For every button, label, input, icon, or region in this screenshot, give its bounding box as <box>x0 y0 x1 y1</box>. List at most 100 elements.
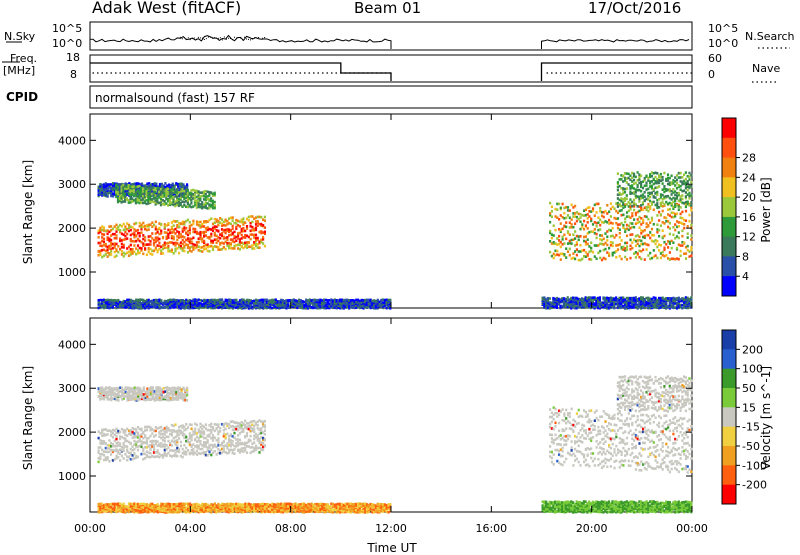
power-cell <box>264 216 266 219</box>
power-cell <box>654 196 656 199</box>
power-cell <box>389 299 391 302</box>
power-cell <box>155 183 157 186</box>
power-cell <box>596 233 598 236</box>
power-cell <box>658 211 660 214</box>
power-cell <box>246 227 248 230</box>
power-cell <box>690 209 692 212</box>
power-cell <box>606 204 608 207</box>
power-cell <box>649 237 651 240</box>
power-cell <box>687 225 689 228</box>
velocity-cell <box>99 446 101 449</box>
power-cell <box>173 224 175 227</box>
power-cell <box>596 237 598 240</box>
power-cell <box>155 191 157 194</box>
velocity-cell <box>126 459 128 462</box>
power-cell <box>637 184 639 187</box>
velocity-cell <box>164 440 166 443</box>
velocity-cell <box>123 449 125 452</box>
velocity-cell <box>157 440 159 443</box>
power-cell <box>637 218 639 221</box>
power-cell <box>569 254 571 257</box>
power-cell <box>610 202 612 205</box>
velocity-cell <box>160 426 162 429</box>
power-cell <box>123 244 125 247</box>
strip-panels <box>2 22 790 108</box>
power-cell <box>681 230 683 233</box>
power-cell <box>189 232 191 235</box>
power-cell <box>264 231 266 234</box>
power-cell <box>115 243 117 246</box>
power-cell <box>631 212 633 215</box>
power-cell <box>232 219 234 222</box>
velocity-cell <box>233 452 235 455</box>
power-cell <box>217 224 219 227</box>
power-cell <box>123 223 125 226</box>
power-cell <box>662 229 664 232</box>
velocity-cell <box>119 459 121 462</box>
power-cell <box>610 215 612 218</box>
power-cell <box>680 250 682 253</box>
power-ytick-label: 4000 <box>58 134 86 147</box>
power-cell <box>624 221 626 224</box>
power-cell <box>149 243 151 246</box>
power-cell <box>642 219 644 222</box>
power-cell <box>660 257 662 260</box>
velocity-cell <box>210 449 212 452</box>
power-cell <box>621 239 623 242</box>
velocity-cell <box>217 423 219 426</box>
power-cell <box>688 197 690 200</box>
power-cell <box>585 235 587 238</box>
power-cell <box>596 225 598 228</box>
power-cell <box>626 187 628 190</box>
velocity-cell <box>140 428 142 431</box>
power-cell <box>687 236 689 239</box>
power-cell <box>160 299 162 302</box>
power-cell <box>667 246 669 249</box>
power-cell <box>248 219 250 222</box>
power-cell <box>189 221 191 224</box>
power-cell <box>560 246 562 249</box>
power-cell <box>669 227 671 230</box>
power-cell <box>560 207 562 210</box>
power-cell <box>210 217 212 220</box>
power-cell <box>681 176 683 179</box>
power-cell <box>604 248 606 251</box>
power-cell <box>644 258 646 261</box>
power-cell <box>676 247 678 250</box>
power-cell <box>563 212 565 215</box>
power-cell <box>635 176 637 179</box>
power-cell <box>242 227 244 230</box>
power-cell <box>672 226 674 229</box>
power-cell <box>651 175 653 178</box>
power-cell <box>646 248 648 251</box>
power-cell <box>688 178 690 181</box>
velocity-cell <box>164 433 166 436</box>
velocity-cell <box>232 440 234 443</box>
power-cell <box>594 214 596 217</box>
power-cell <box>603 216 605 219</box>
velocity-cell <box>225 428 227 431</box>
power-cell <box>656 202 658 205</box>
power-cell <box>685 257 687 260</box>
power-cell <box>239 248 241 251</box>
power-cell <box>149 240 151 243</box>
power-cell <box>690 246 692 249</box>
velocity-cell <box>174 423 176 426</box>
power-cell <box>115 255 117 258</box>
power-cell <box>649 221 651 224</box>
power-cell <box>242 217 244 220</box>
power-cell <box>124 193 126 196</box>
power-cell <box>225 248 227 251</box>
power-cell <box>624 191 626 194</box>
power-cell <box>619 203 621 206</box>
power-cell <box>658 185 660 188</box>
power-cell <box>645 184 647 187</box>
power-cell <box>221 298 223 301</box>
power-cell <box>232 225 234 228</box>
velocity-cell <box>185 423 187 426</box>
power-cell <box>158 238 160 241</box>
velocity-cell <box>201 448 203 451</box>
velocity-cell <box>226 433 228 436</box>
nsky-trace-late <box>542 40 690 50</box>
power-cell <box>210 233 212 236</box>
